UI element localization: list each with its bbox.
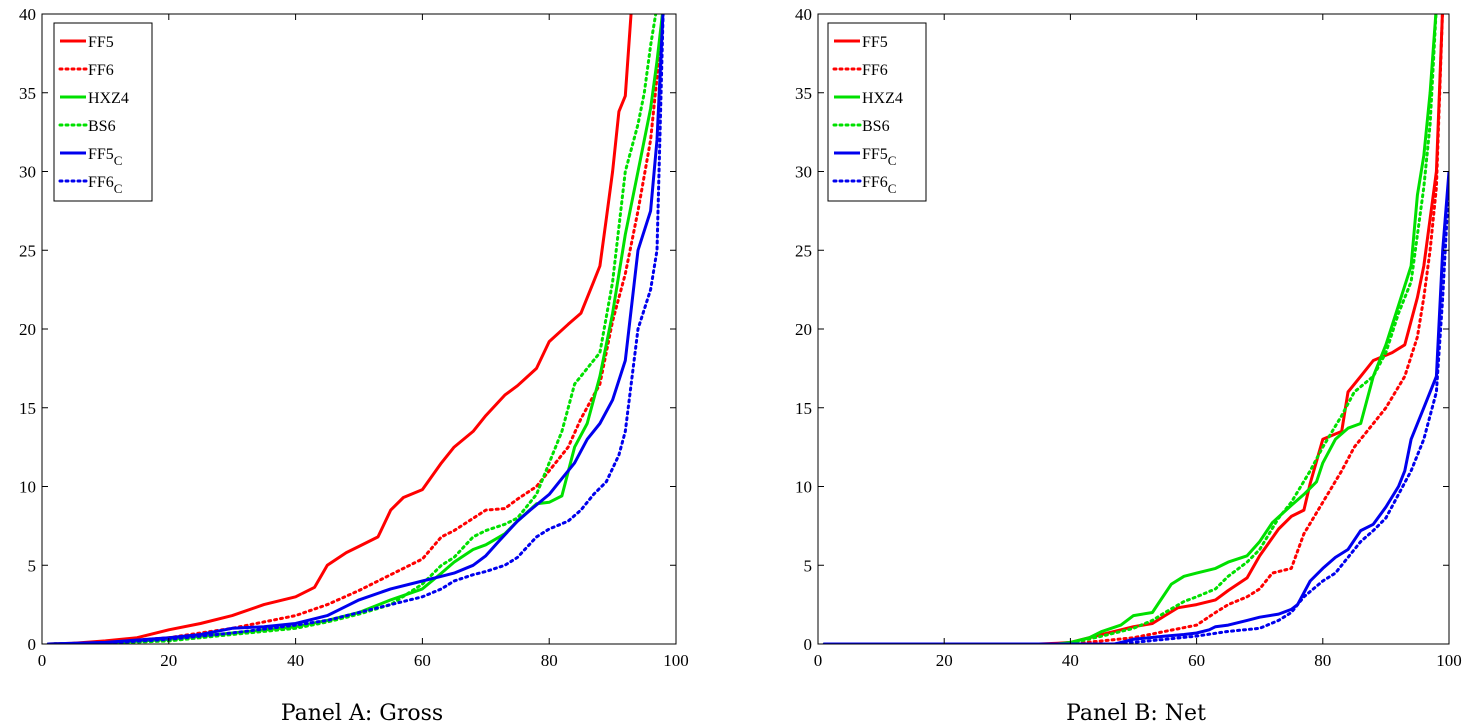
legend-label: FF6 [88, 62, 114, 79]
panel-b: 0 20 40 60 80 100 0 5 10 15 20 25 30 35 40 Panel B: Net… [795, 5, 1462, 726]
legend: FF5 FF6 HXZ4 BS6 FF5C FF6C [827, 22, 927, 202]
series-group [822, 14, 1449, 644]
x-tick-label: 40 [287, 651, 304, 670]
panel-caption: Panel A: Gross [281, 701, 443, 726]
x-tick-label: 0 [38, 651, 47, 670]
legend-box [53, 22, 153, 202]
y-tick-label: 40 [795, 5, 812, 24]
y-tick-label: 5 [804, 556, 813, 575]
legend-label: BS6 [862, 118, 890, 135]
y-tick-label: 40 [19, 5, 36, 24]
y-tick-label: 30 [795, 163, 812, 182]
panel-a: 0 20 40 60 80 100 0 5 10 15 20 25 30 35 40 Panel A: Gro… [19, 5, 689, 726]
y-tick-label: 35 [19, 84, 36, 103]
x-tick-label: 20 [936, 651, 953, 670]
legend-label: FF5 [862, 34, 888, 51]
series-line-ff5 [48, 14, 633, 644]
x-tick-label: 80 [1314, 651, 1331, 670]
series-line-ff6-c [822, 177, 1449, 644]
y-tick-label: 10 [795, 478, 812, 497]
series-line-ff6 [46, 14, 665, 644]
x-tick-label: 20 [160, 651, 177, 670]
x-tick-label: 100 [1436, 651, 1462, 670]
y-tick-label: 20 [795, 320, 812, 339]
y-tick-label: 0 [804, 635, 813, 654]
series-line-ff5 [824, 14, 1444, 644]
legend-label: FF6 [862, 62, 888, 79]
legend-box [827, 22, 927, 202]
x-tick-label: 60 [1188, 651, 1205, 670]
y-tick-label: 30 [19, 163, 36, 182]
series-line-ff6-c [46, 14, 665, 644]
legend-label: FF5C [862, 146, 896, 168]
legend-label: FF5C [88, 146, 122, 168]
y-tick-label: 5 [28, 556, 37, 575]
legend-label: FF5 [88, 34, 114, 51]
x-tick-label: 80 [541, 651, 558, 670]
x-tick-label: 60 [414, 651, 431, 670]
legend-label: HXZ4 [88, 90, 129, 107]
y-tick-label: 20 [19, 320, 36, 339]
series-line-ff6 [822, 14, 1444, 644]
y-tick-label: 25 [19, 241, 36, 260]
series-line-hxz4 [824, 14, 1438, 644]
x-tick-label: 100 [663, 651, 689, 670]
legend-label: HXZ4 [862, 90, 903, 107]
series-line-ff5-c [824, 171, 1449, 644]
y-tick-label: 15 [795, 399, 812, 418]
y-tick-label: 25 [795, 241, 812, 260]
legend-label: FF6C [88, 174, 122, 196]
x-tick-label: 40 [1062, 651, 1079, 670]
legend-label: FF6C [862, 174, 896, 196]
y-tick-label: 15 [19, 399, 36, 418]
x-tick-label: 0 [814, 651, 823, 670]
y-tick-label: 0 [28, 635, 37, 654]
series-group [46, 14, 665, 644]
y-tick-label: 10 [19, 478, 36, 497]
series-line-ff5-c [48, 14, 665, 644]
y-tick-label: 35 [795, 84, 812, 103]
series-line-bs6 [822, 14, 1438, 644]
legend-label: BS6 [88, 118, 116, 135]
legend: FF5 FF6 HXZ4 BS6 FF5C FF6C [53, 22, 153, 202]
series-line-bs6 [46, 14, 658, 644]
panel-caption: Panel B: Net [1066, 701, 1206, 726]
